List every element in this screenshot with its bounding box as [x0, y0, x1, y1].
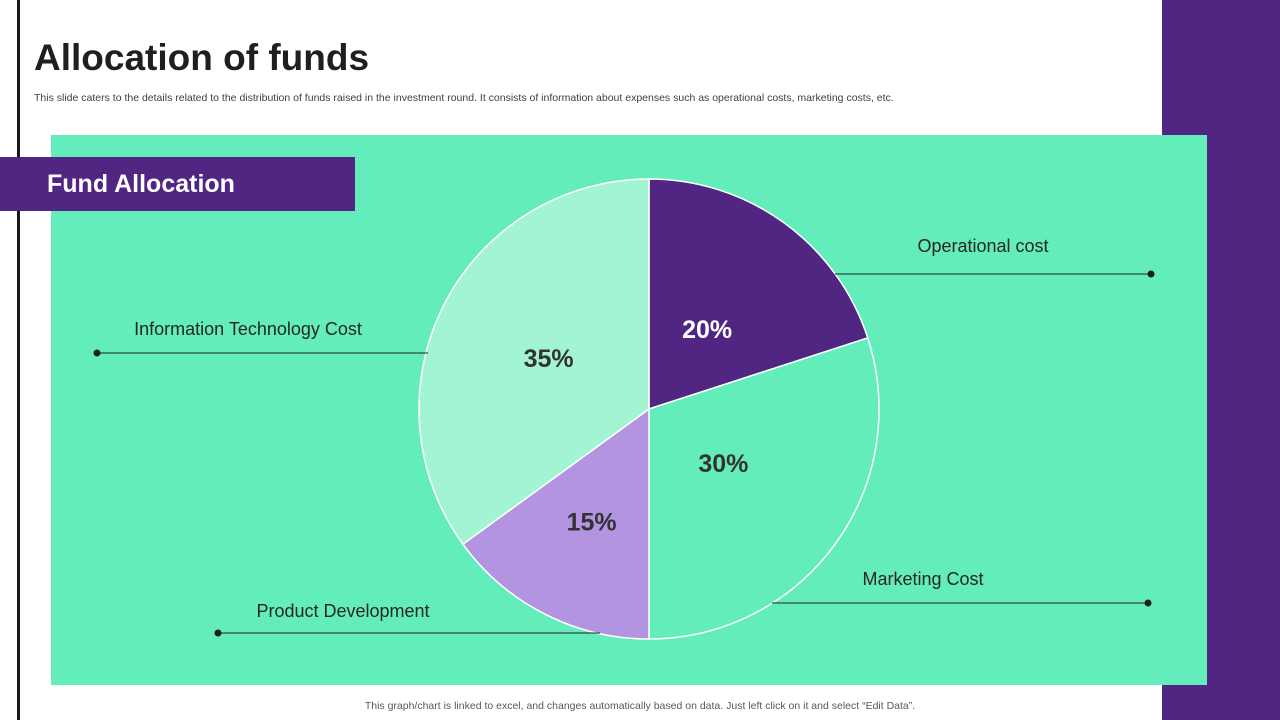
pie-slice-product-development[interactable] — [461, 407, 650, 640]
slice-labels: 20% Operational cost 30% Marketing Cost 15% P… — [134, 236, 1048, 621]
pie-slices — [418, 178, 880, 640]
slice-category-label: Marketing Cost — [862, 569, 983, 589]
slice-percent-label: 15% — [567, 509, 617, 537]
slice-category-label: Operational cost — [917, 236, 1048, 256]
leader-dot — [93, 349, 101, 357]
page-subtitle: This slide caters to the details related… — [34, 92, 894, 104]
pie-slice-operational-cost[interactable] — [648, 178, 869, 411]
slice-percent-label: 35% — [524, 345, 574, 373]
footer-note: This graph/chart is linked to excel, and… — [364, 700, 916, 712]
pie-slice-information-technology-cost[interactable] — [418, 178, 650, 546]
leader-lines — [93, 270, 1155, 637]
leader-dot — [214, 629, 222, 637]
fund-allocation-banner — [0, 157, 355, 211]
left-rule — [17, 0, 20, 720]
slice-category-label: Product Development — [256, 601, 429, 621]
banner-label: Fund Allocation — [47, 170, 235, 198]
leader-dot — [1144, 599, 1152, 607]
slice-category-label: Information Technology Cost — [134, 319, 362, 339]
leader-dot — [1147, 270, 1155, 278]
slice-percent-label: 20% — [682, 316, 732, 344]
slice-percent-label: 30% — [698, 450, 748, 478]
page-title: Allocation of funds — [34, 37, 370, 78]
pie-slice-marketing-cost[interactable] — [648, 336, 880, 640]
